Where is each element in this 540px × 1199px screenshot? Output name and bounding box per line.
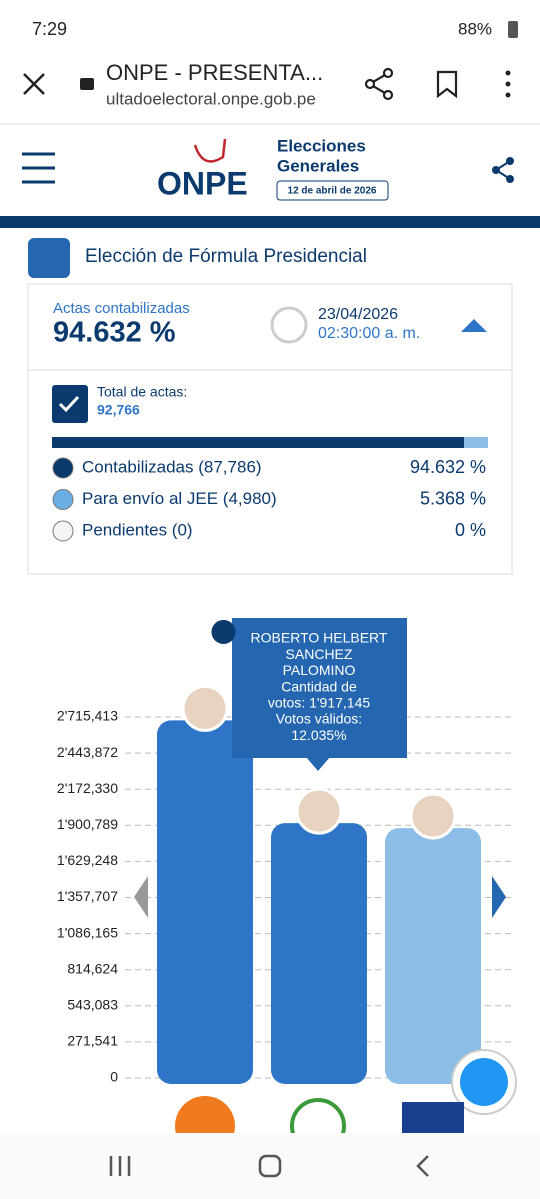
menu-button[interactable] — [505, 70, 511, 98]
pin-icon — [211, 620, 236, 644]
tooltip-line: PALOMINO — [283, 662, 356, 678]
y-tick-label: 271,541 — [67, 1033, 118, 1049]
actas-label: Actas contabilizadas — [53, 300, 190, 317]
battery: 88% — [458, 19, 492, 38]
legend-label: Pendientes (0) — [82, 520, 193, 539]
check — [58, 395, 80, 413]
bookmark-button[interactable] — [436, 70, 458, 99]
candidate-photo — [409, 792, 457, 840]
page-title: ONPE - PRESENTA... — [106, 60, 323, 85]
legend-dot — [52, 520, 74, 542]
y-tick-label: 814,624 — [67, 960, 118, 976]
total-label: Total de actas: — [97, 384, 187, 400]
emblem — [28, 238, 70, 278]
header-line1: Elecciones — [277, 136, 366, 155]
section-title: Elección de Fórmula Presidencial — [85, 246, 367, 267]
progress-jee — [464, 437, 488, 448]
update-time: 02:30:00 a. m. — [318, 325, 420, 342]
y-tick-label: 1'086,165 — [57, 924, 118, 940]
bar — [385, 828, 481, 1084]
tooltip-line: votos: 1'917,145 — [268, 695, 371, 711]
header-band — [0, 216, 540, 228]
close-button[interactable] — [23, 73, 45, 95]
lock-icon — [80, 78, 94, 90]
status-time: 7:29 — [32, 19, 67, 39]
y-tick-label: 2'443,872 — [57, 744, 118, 760]
share-icon[interactable] — [492, 157, 514, 183]
tooltip-line: Votos válidos: — [276, 711, 362, 727]
url: ultadoelectoral.onpe.gob.pe — [106, 89, 316, 108]
nav-bar — [0, 1133, 540, 1199]
tooltip-pointer — [306, 757, 330, 771]
home-button[interactable] — [258, 1154, 282, 1178]
progress-counted — [52, 437, 464, 448]
legend-dot — [52, 489, 74, 510]
y-tick-label: 1'357,707 — [57, 888, 118, 904]
legend-pct: 94.632 % — [410, 457, 486, 477]
update-date: 23/04/2026 — [318, 306, 398, 323]
hamburger-menu[interactable] — [22, 152, 55, 184]
accessibility-icon — [460, 1058, 508, 1106]
y-tick-label: 1'900,789 — [57, 816, 118, 832]
tooltip-line: 12.035% — [291, 727, 346, 743]
date-box — [276, 180, 389, 201]
header-line2: Generales — [277, 156, 359, 175]
logo-text: ONPE — [157, 165, 248, 201]
battery-icon — [508, 21, 518, 38]
legend-label: Para envío al JEE (4,980) — [82, 489, 277, 508]
bar — [157, 720, 253, 1084]
total-value: 92,766 — [97, 402, 140, 418]
tooltip — [232, 618, 407, 758]
y-tick-label: 2'172,330 — [57, 780, 118, 796]
y-tick-label: 1'629,248 — [57, 852, 118, 868]
tooltip-line: SANCHEZ — [286, 646, 353, 662]
legend-pct: 5.368 % — [420, 488, 486, 508]
legend-pct: 0 % — [455, 520, 486, 540]
y-tick-label: 0 — [110, 1069, 118, 1085]
bar — [271, 823, 367, 1084]
back-button[interactable] — [416, 1155, 429, 1177]
y-tick-label: 2'715,413 — [57, 708, 118, 724]
actas-percent: 94.632 % — [53, 317, 176, 349]
summary-card — [27, 283, 513, 575]
collapse-button[interactable] — [461, 319, 487, 332]
tooltip-line: ROBERTO HELBERT — [251, 630, 388, 646]
legend-label: Contabilizadas (87,786) — [82, 457, 262, 476]
recent-button[interactable] — [109, 1156, 131, 1176]
share-button[interactable] — [364, 67, 394, 101]
candidate-photo — [295, 787, 343, 835]
y-tick-label: 543,083 — [67, 997, 118, 1013]
tooltip-line: Cantidad de — [281, 678, 357, 694]
clock-icon — [270, 306, 308, 344]
next-arrow[interactable] — [492, 876, 506, 918]
legend-dot — [52, 457, 74, 479]
prev-arrow[interactable] — [134, 876, 148, 918]
logo-mark — [193, 138, 227, 163]
election-date: 12 de abril de 2026 — [288, 186, 377, 197]
candidate-photo — [181, 684, 229, 732]
